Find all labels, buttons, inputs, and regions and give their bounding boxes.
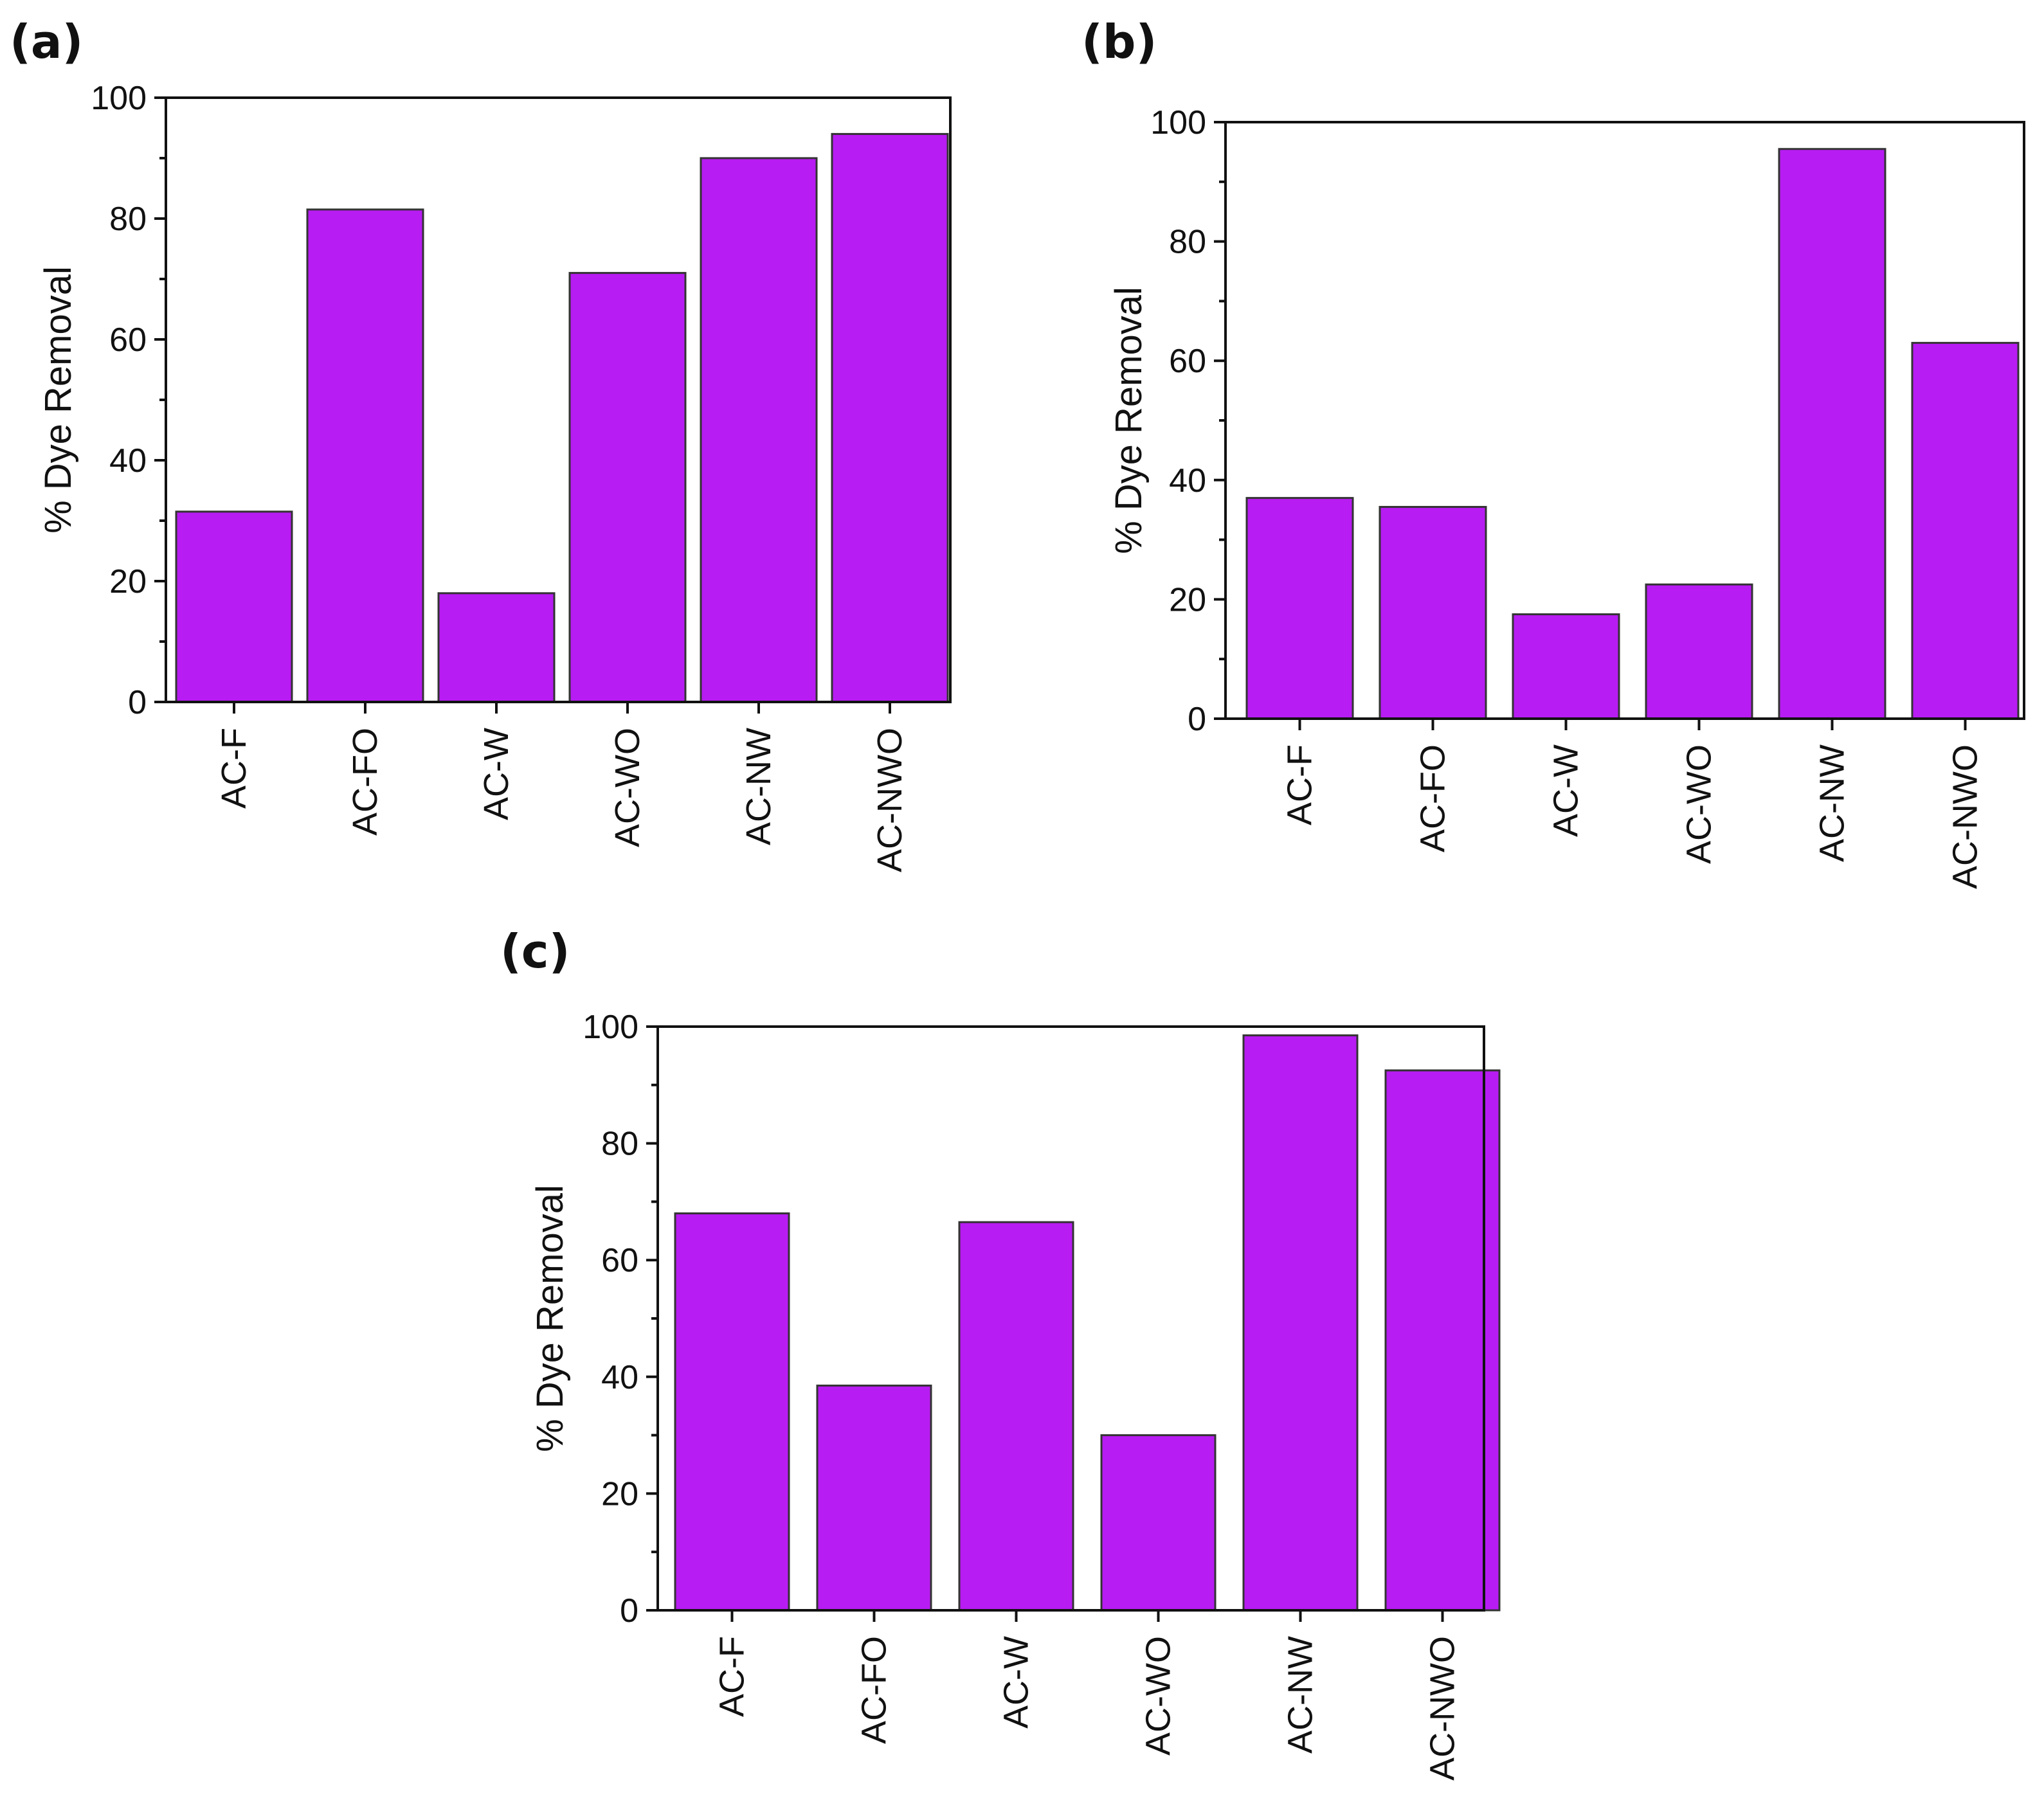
y-tick-label: 100 [583, 1009, 638, 1046]
x-tick-label-ac-nw: AC-NW [1813, 744, 1852, 862]
bar-ac-f [674, 1212, 790, 1612]
panel-a: (a) 0 20 40 60 80 100 AC-F AC-FO AC-W AC-WO AC-NW A… [10, 15, 952, 872]
bar-ac-nwo [831, 132, 949, 703]
bar-ac-fo [306, 208, 424, 703]
bar-ac-wo [1100, 1434, 1216, 1612]
bar-ac-fo [816, 1384, 932, 1612]
y-tick-label: 60 [1169, 343, 1206, 380]
bar-ac-nw [1242, 1034, 1359, 1612]
y-tick-label: 0 [620, 1592, 638, 1630]
x-tick-label-ac-fo: AC-FO [346, 728, 384, 836]
y-tick-label: 20 [601, 1475, 638, 1513]
bar-ac-w [1512, 613, 1620, 720]
y-axis-title: % Dye Removal [1108, 287, 1150, 554]
y-tick-label: 60 [601, 1242, 638, 1279]
bar-ac-w [958, 1221, 1074, 1612]
x-tick-label-ac-wo: AC-WO [1680, 744, 1719, 864]
y-tick-label: 0 [1188, 701, 1206, 738]
x-tick-label-ac-nwo: AC-NWO [871, 728, 909, 872]
y-axis-title: % Dye Removal [37, 266, 79, 534]
x-tick-label-ac-nw: AC-NW [1281, 1636, 1320, 1754]
panel-label-c: (c) [500, 924, 570, 978]
x-tick-label-ac-f: AC-F [215, 728, 253, 809]
y-tick-label: 20 [1169, 581, 1206, 618]
x-tick-label-ac-w: AC-W [997, 1636, 1036, 1729]
bar-ac-w [437, 592, 556, 703]
y-tick-label: 20 [109, 563, 147, 600]
bar-ac-f [1245, 497, 1354, 720]
x-tick-label-ac-wo: AC-WO [1139, 1636, 1178, 1756]
x-tick-label-ac-w: AC-W [1547, 744, 1586, 837]
panel-label-a: (a) [10, 15, 83, 69]
x-tick-label-ac-wo: AC-WO [608, 728, 647, 847]
panel-c: (c) 0 20 40 60 80 100 AC-F AC-FO AC-W AC-WO AC-NW A… [500, 924, 1501, 1781]
bar-ac-wo [568, 272, 687, 703]
y-tick-label: 60 [109, 321, 147, 359]
panel-b: (b) 0 20 40 60 80 100 AC-F AC-FO AC-W AC-WO AC-NW A… [1081, 15, 2025, 889]
bar-ac-wo [1645, 583, 1753, 720]
panel-label-b: (b) [1081, 15, 1157, 69]
bar-ac-fo [1379, 506, 1487, 720]
y-axis-title: % Dye Removal [529, 1185, 571, 1452]
y-tick-label: 100 [1150, 104, 1206, 141]
bar-ac-f [175, 510, 293, 703]
y-tick-label: 40 [1169, 462, 1206, 499]
y-tick-label: 100 [91, 80, 147, 117]
x-tick-label-ac-w: AC-W [477, 728, 516, 820]
x-tick-label-ac-fo: AC-FO [1414, 744, 1452, 852]
y-tick-label: 80 [601, 1126, 638, 1163]
y-tick-label: 80 [109, 201, 147, 238]
bar-ac-nw [700, 157, 818, 703]
y-tick-label: 0 [128, 684, 147, 721]
y-tick-label: 40 [109, 442, 147, 480]
bar-ac-nw [1778, 148, 1886, 720]
x-tick-label-ac-nwo: AC-NWO [1424, 1636, 1462, 1781]
x-tick-label-ac-f: AC-F [713, 1636, 752, 1717]
x-tick-label-ac-f: AC-F [1281, 744, 1319, 825]
bar-ac-nwo [1384, 1069, 1501, 1612]
y-tick-label: 40 [601, 1359, 638, 1396]
bar-ac-nwo [1911, 341, 2020, 720]
x-tick-label-ac-nwo: AC-NWO [1946, 744, 1985, 889]
y-tick-label: 80 [1169, 224, 1206, 261]
x-tick-label-ac-nw: AC-NW [739, 728, 778, 845]
x-tick-label-ac-fo: AC-FO [855, 1636, 894, 1744]
